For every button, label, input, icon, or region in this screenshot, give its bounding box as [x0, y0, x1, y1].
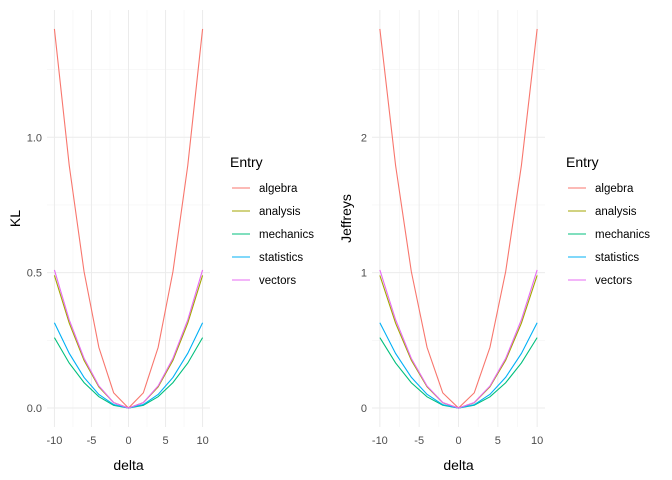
jeffreys-ticks: -10 -5 0 5 10 0 1 2 [361, 132, 543, 447]
kl-legend-label-vectors: vectors [259, 275, 296, 287]
kl-legend-items: algebra analysis mechanics statistics vector… [232, 183, 314, 287]
jeffreys-y-tick-label: 0 [361, 403, 367, 415]
jeffreys-x-axis-title: delta [443, 457, 474, 473]
jeffreys-x-tick-label: -5 [414, 435, 424, 447]
kl-y-tick-label: 0.5 [27, 268, 42, 280]
jeffreys-x-tick-label: 0 [455, 435, 461, 447]
jeffreys-legend-label-vectors: vectors [595, 275, 632, 287]
kl-legend-label-mechanics: mechanics [259, 229, 314, 241]
kl-y-axis-title: KL [7, 210, 23, 227]
kl-x-tick-label: 0 [125, 435, 131, 447]
kl-lines [53, 28, 204, 409]
kl-x-tick-label: 5 [162, 435, 168, 447]
kl-y-tick-label: 0.0 [27, 403, 42, 415]
jeffreys-x-tick-label: 5 [495, 435, 501, 447]
kl-legend: Entry algebra analysis mechanics statistics… [230, 154, 314, 287]
jeffreys-y-tick-label: 1 [361, 268, 367, 280]
kl-ticks: -10 -5 0 5 10 0.0 0.5 1.0 [27, 132, 209, 447]
kl-legend-title: Entry [230, 154, 263, 170]
jeffreys-legend-items: algebra analysis mechanics statistics vector… [568, 183, 650, 287]
jeffreys-lines [379, 28, 538, 409]
kl-x-axis-title: delta [113, 457, 144, 473]
kl-legend-label-statistics: statistics [259, 252, 303, 264]
jeffreys-legend-label-mechanics: mechanics [595, 229, 650, 241]
kl-x-tick-label: -5 [87, 435, 97, 447]
jeffreys-y-axis-title: Jeffreys [338, 194, 354, 243]
jeffreys-panel: -10 -5 0 5 10 0 1 2 delta Jeffreys Entry algebr… [338, 10, 650, 473]
jeffreys-legend-label-statistics: statistics [595, 252, 639, 264]
jeffreys-legend: Entry algebra analysis mechanics statistics… [566, 154, 650, 287]
kl-x-tick-label: 10 [196, 435, 208, 447]
jeffreys-y-tick-label: 2 [361, 132, 367, 144]
jeffreys-legend-title: Entry [566, 154, 599, 170]
kl-legend-label-algebra: algebra [259, 183, 298, 195]
jeffreys-grid [372, 10, 545, 427]
kl-y-tick-label: 1.0 [27, 132, 42, 144]
jeffreys-legend-label-algebra: algebra [595, 183, 634, 195]
kl-series-line-vectors [53, 269, 204, 409]
kl-legend-label-analysis: analysis [259, 206, 301, 218]
kl-grid [47, 10, 210, 427]
kl-panel: -10 -5 0 5 10 0.0 0.5 1.0 delta KL Entry algebr… [7, 10, 314, 473]
jeffreys-x-tick-label: -10 [372, 435, 388, 447]
jeffreys-series-line-vectors [379, 269, 538, 409]
kl-x-tick-label: -10 [46, 435, 62, 447]
jeffreys-legend-label-analysis: analysis [595, 206, 637, 218]
jeffreys-x-tick-label: 10 [531, 435, 543, 447]
